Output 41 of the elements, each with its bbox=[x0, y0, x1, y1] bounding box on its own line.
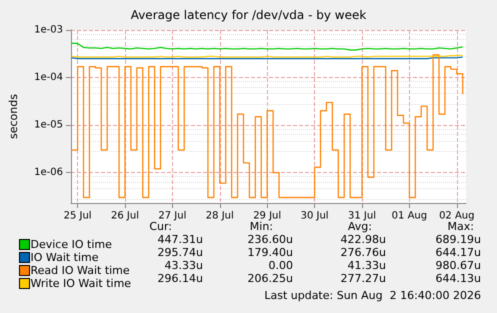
text: 43.33u bbox=[164, 259, 204, 272]
text: 644.13u bbox=[436, 272, 482, 285]
legend-label: Read IO Wait time bbox=[30, 264, 130, 277]
legend-label: IO Wait time bbox=[30, 251, 99, 264]
y-tick-label: 1e-04 bbox=[34, 72, 63, 84]
x-tick-label: 27 Jul bbox=[158, 210, 186, 222]
x-tick-label: 26 Jul bbox=[111, 210, 139, 222]
text: 276.76u bbox=[340, 246, 386, 259]
x-tick-label: 30 Jul bbox=[300, 210, 329, 222]
text: 0.00 bbox=[268, 259, 294, 272]
text: Min: bbox=[250, 220, 274, 233]
text: 206.25u bbox=[248, 272, 294, 285]
text: 689.19u bbox=[436, 233, 482, 246]
x-tick-label: 01 Aug bbox=[392, 210, 428, 222]
text: 236.60u bbox=[248, 233, 294, 246]
text: Cur: bbox=[149, 220, 172, 233]
text: 447.31u bbox=[158, 233, 204, 246]
line-series bbox=[71, 42, 464, 51]
text: Last update: Sun Aug 2 16:40:00 2026 bbox=[264, 289, 481, 302]
text: 295.74u bbox=[158, 246, 204, 259]
x-tick-label: 02 Aug bbox=[439, 210, 474, 222]
text: 41.33u bbox=[348, 259, 386, 272]
chart-title: Average latency for /dev/vda - by week bbox=[130, 8, 366, 22]
x-tick-label: 28 Jul bbox=[206, 210, 234, 222]
x-tick-label: 25 Jul bbox=[64, 210, 92, 222]
y-tick-label: 1e-03 bbox=[34, 24, 63, 36]
text: 296.14u bbox=[158, 272, 204, 285]
text: 179.40u bbox=[248, 246, 294, 259]
text: 277.27u bbox=[340, 272, 386, 285]
text: Max: bbox=[448, 220, 474, 233]
text: 422.98u bbox=[340, 233, 386, 246]
y-tick-label: 1e-06 bbox=[34, 167, 63, 178]
y-axis-title: seconds bbox=[7, 94, 20, 139]
x-tick-label: 31 Jul bbox=[348, 210, 376, 222]
x-tick-label: 29 Jul bbox=[253, 210, 282, 222]
text: Avg: bbox=[348, 220, 372, 233]
y-tick-label: 1e-05 bbox=[34, 120, 63, 131]
text: 980.67u bbox=[436, 259, 482, 272]
text: 644.17u bbox=[436, 246, 482, 259]
legend-label: Device IO time bbox=[30, 238, 112, 251]
legend-label: Write IO Wait time bbox=[30, 277, 132, 290]
